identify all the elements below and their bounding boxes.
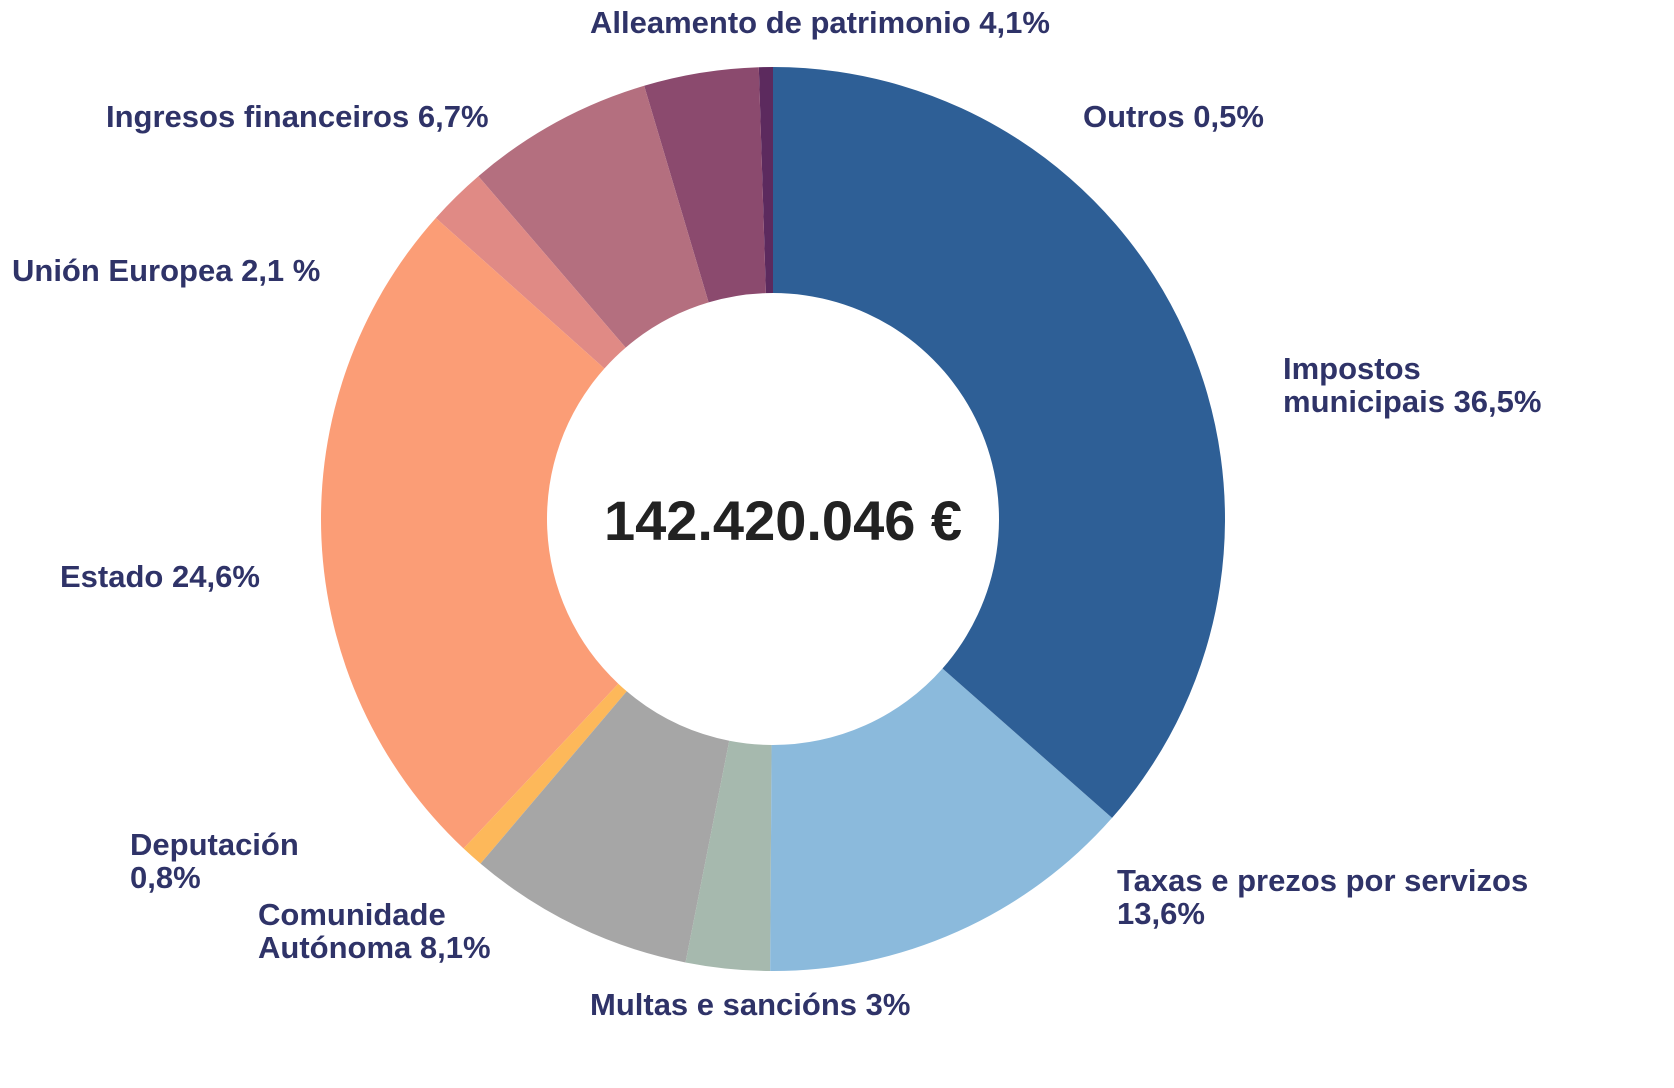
value-label: 2,1 % [241, 253, 321, 288]
category-name: Multas e sancións [590, 987, 858, 1022]
category-name: Outros [1083, 99, 1185, 134]
slice-label: Alleamento de patrimonio 4,1% [590, 6, 1050, 39]
slice-label: Deputación 0,8% [130, 828, 330, 894]
slice [435, 176, 626, 369]
category-name: Alleamento de patrimonio [590, 5, 971, 40]
value-label: 3% [865, 987, 911, 1022]
slice-label: Ingresos financeiros 6,7% [106, 100, 489, 133]
category-name: Comunidade Autónoma [258, 897, 446, 965]
category-name: Estado [60, 559, 164, 594]
slice [463, 683, 627, 864]
value-label: 0,8% [130, 860, 201, 895]
category-name: Deputación [130, 827, 299, 862]
slice [758, 67, 773, 294]
category-name: Taxas e prezos por servizos [1117, 863, 1529, 898]
slice [320, 217, 619, 849]
value-label: 4,1% [979, 5, 1050, 40]
slice-label: Impostos municipais 36,5% [1283, 352, 1583, 418]
center-label: 142.420.046 € [604, 489, 962, 552]
slice [770, 668, 1113, 971]
slice [480, 691, 730, 963]
value-label: 24,6% [171, 559, 260, 594]
value-label: 8,1% [419, 930, 491, 965]
slice [773, 67, 1225, 818]
slice-label: Comunidade Autónoma 8,1% [258, 898, 528, 964]
slice-label: Unión Europea 2,1 % [12, 254, 320, 287]
category-name: Impostos municipais [1283, 351, 1445, 419]
value-label: 36,5% [1453, 384, 1542, 419]
category-name: Unión Europea [12, 253, 233, 288]
slice-label: Estado 24,6% [60, 560, 260, 593]
value-label: 0,5% [1193, 99, 1264, 134]
slice [685, 740, 772, 971]
slice [644, 67, 766, 303]
slice-label: Taxas e prezos por servizos 13,6% [1117, 864, 1587, 930]
slice-label: Multas e sancións 3% [590, 988, 910, 1021]
category-name: Ingresos financeiros [106, 99, 410, 134]
value-label: 6,7% [417, 99, 489, 134]
slice-label: Outros 0,5% [1083, 100, 1264, 133]
value-label: 13,6% [1117, 896, 1205, 931]
slice [478, 85, 709, 348]
